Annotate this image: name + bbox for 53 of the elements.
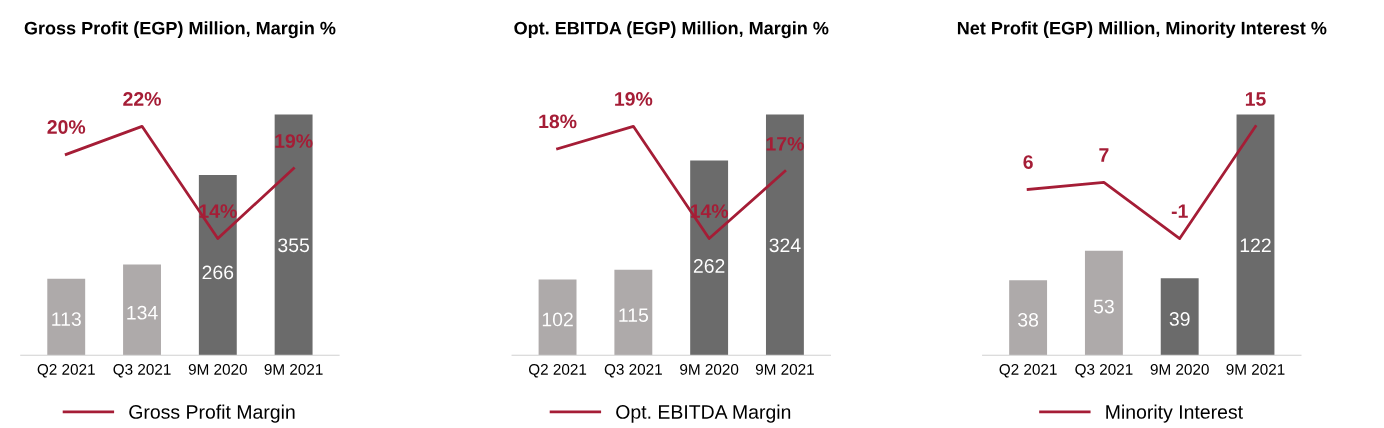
data-label: 102 (542, 312, 573, 327)
bar (614, 269, 653, 356)
data-label: 20% (47, 120, 86, 134)
data-label: 14% (690, 204, 729, 218)
data-label: 17% (766, 137, 804, 151)
legend-label: Minority Interest (1106, 404, 1243, 423)
bar (765, 114, 804, 356)
data-label: 134 (127, 305, 158, 320)
data-label: 115 (619, 308, 649, 323)
bar (1009, 280, 1048, 356)
x-tick-label: Q2 2021 (528, 363, 587, 378)
x-tick-label: Q3 2021 (1075, 363, 1133, 378)
bar (47, 278, 86, 356)
x-tick-label: 9M 2020 (680, 363, 739, 375)
chart-title: Net Profit (EGP) Million, Minority Interest % (957, 21, 1327, 39)
data-label: 22% (123, 92, 161, 106)
x-tick-label: 9M 2021 (264, 363, 323, 375)
data-label: 7 (1099, 148, 1109, 162)
data-label: 15 (1245, 92, 1266, 106)
bar (1084, 250, 1123, 356)
bar (123, 264, 161, 356)
legend-label: Gross Profit Margin (129, 404, 295, 423)
x-tick-label: 9M 2020 (1150, 363, 1209, 375)
data-label: 14% (199, 204, 237, 218)
x-tick-label: Q2 2021 (37, 363, 95, 378)
data-label: 53 (1093, 299, 1114, 314)
data-label: 355 (278, 238, 310, 253)
data-label: 324 (769, 238, 801, 253)
chart-title: Gross Profit (EGP) Million, Margin % (24, 21, 336, 39)
x-tick-label: Q3 2021 (113, 363, 171, 378)
data-label: 19% (615, 92, 653, 106)
x-tick-label: 9M 2021 (1226, 363, 1285, 375)
data-label: 6 (1023, 155, 1033, 169)
data-label: 266 (202, 265, 234, 280)
x-tick-label: 9M 2020 (188, 363, 247, 375)
bar (690, 160, 729, 356)
data-label: 113 (52, 312, 81, 326)
legend-label: Opt. EBITDA Margin (616, 404, 791, 423)
data-label: 122 (1240, 238, 1271, 252)
chart-title: Opt. EBITDA (EGP) Million, Margin % (514, 21, 829, 39)
data-label: 39 (1169, 312, 1190, 326)
x-tick-label: Q2 2021 (999, 363, 1057, 378)
data-label: 38 (1018, 312, 1039, 327)
x-tick-label: 9M 2021 (755, 363, 814, 375)
bar (1236, 114, 1275, 356)
bar (538, 279, 577, 356)
data-label: -1 (1171, 204, 1188, 218)
data-label: 18% (539, 114, 577, 129)
bar (274, 114, 313, 356)
data-label: 262 (693, 259, 725, 273)
bar (198, 174, 237, 356)
x-tick-label: Q3 2021 (604, 363, 662, 378)
bar (1160, 278, 1199, 356)
